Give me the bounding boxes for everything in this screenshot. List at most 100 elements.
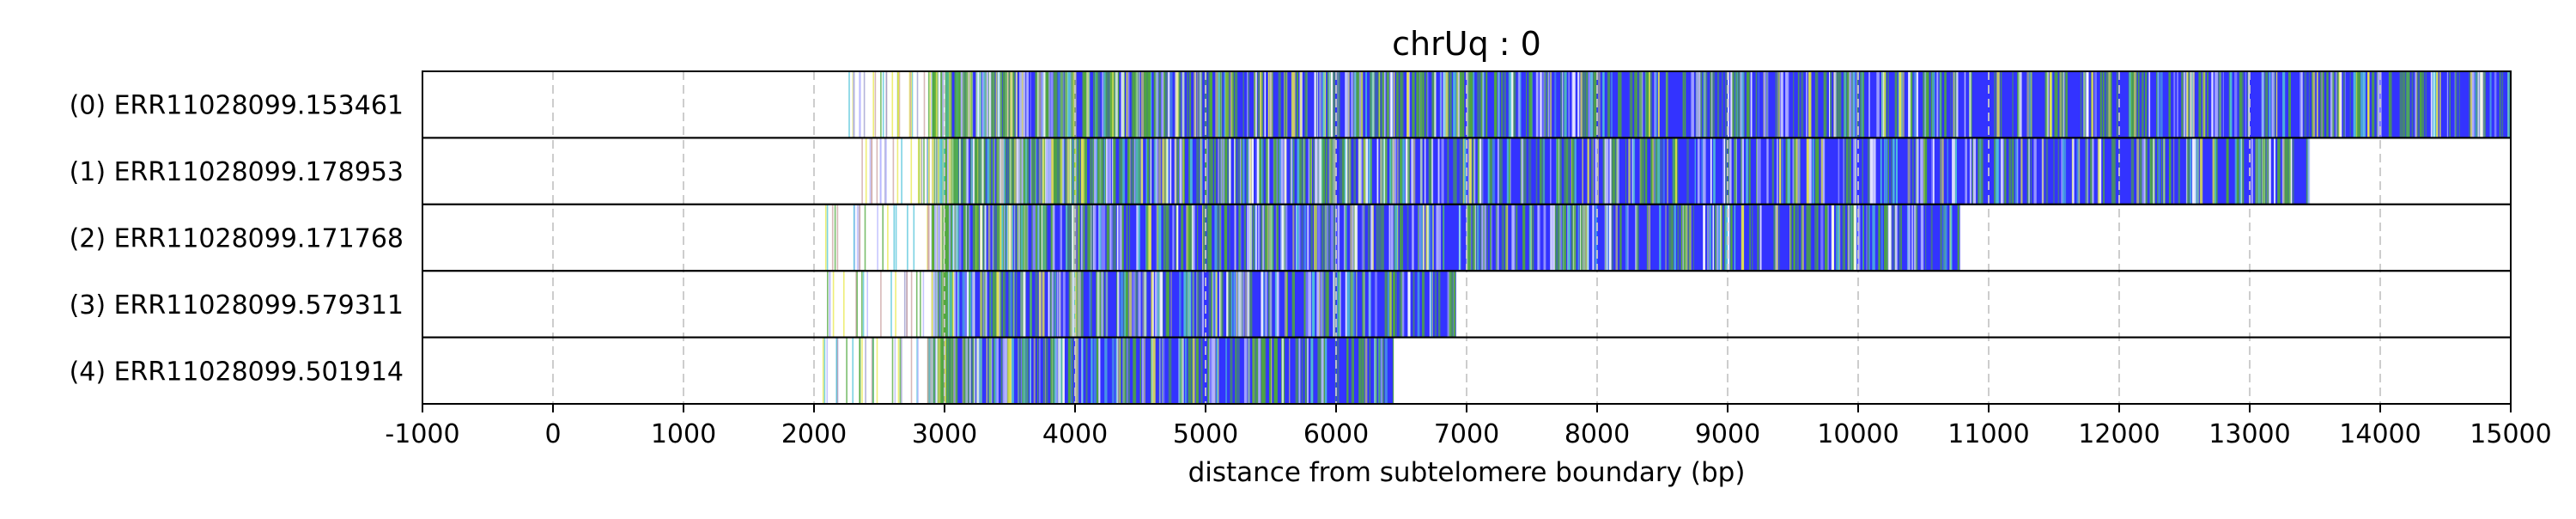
read-streak [2186,71,2189,138]
read-streak [1508,71,1512,138]
read-streak [1411,204,1414,272]
read-streak [2322,71,2324,138]
read-streak [1001,204,1003,272]
read-streak [1107,71,1110,138]
read-streak [1360,337,1362,404]
read-streak [1606,204,1609,272]
read-streak [1326,271,1329,338]
read-streak [2000,137,2003,205]
sparse-mark [909,71,912,138]
read-streak [953,337,955,404]
read-streak [1787,137,1790,205]
read-streak [1298,204,1301,272]
read-streak [1696,71,1699,138]
read-streak [1261,271,1263,338]
read-streak [2483,71,2486,138]
read-streak [1235,137,1236,205]
read-streak [1027,337,1029,404]
read-streak [1884,137,1886,205]
read-streak [1090,137,1091,205]
sparse-mark [871,337,873,404]
read-streak [997,204,1000,272]
read-streak [2454,71,2458,138]
read-streak [1018,71,1022,138]
read-streak [1042,204,1043,272]
read-streak [1890,137,1893,205]
read-streak [1035,204,1038,272]
read-streak [1552,204,1556,272]
read-streak [1117,337,1121,404]
sparse-mark [882,204,884,272]
read-streak [1215,271,1218,338]
read-streak [1827,204,1829,272]
read-streak [1303,204,1307,272]
read-streak [1181,204,1184,272]
read-streak [948,204,951,272]
read-streak [1694,137,1696,205]
read-streak [1703,204,1705,272]
read-streak [1386,71,1389,138]
read-streak [2076,137,2080,205]
read-streak [1667,137,1668,205]
read-streak [1262,271,1265,338]
read-streak [2092,137,2094,205]
read-streak [1101,137,1104,205]
read-streak [1249,137,1252,205]
read-streak [1704,71,1708,138]
read-streak [1041,204,1043,272]
read-streak [1015,71,1017,138]
read-label-2: (2) ERR11028099.171768 [70,224,404,254]
read-streak [971,337,975,404]
read-streak [1899,71,1902,138]
read-streak [1771,137,1774,205]
read-streak [1980,137,1984,205]
read-streak [1838,71,1842,138]
read-streak [1154,271,1157,338]
read-streak [2326,71,2329,138]
read-streak [1301,204,1303,272]
read-streak [1289,337,1291,404]
read-streak [1024,337,1027,404]
read-streak [1645,71,1649,138]
read-streak [966,137,969,205]
read-streak [1838,204,1841,272]
read-streak [1144,71,1147,138]
read-streak [1555,204,1558,272]
read-streak [1042,137,1045,205]
read-streak [969,271,970,338]
read-streak [1262,337,1266,404]
sparse-mark [880,137,882,205]
read-streak [955,204,957,272]
read-streak [998,271,1001,338]
read-streak [973,337,976,404]
read-streak [1168,337,1172,404]
read-streak [1655,71,1658,138]
read-streak [2362,71,2366,138]
read-streak [2051,71,2053,138]
read-streak [1461,71,1463,138]
sparse-mark [915,271,918,338]
read-streak [2186,137,2190,205]
read-streak [1881,71,1883,138]
read-streak [2211,71,2214,138]
sparse-mark [927,71,930,138]
sparse-mark [922,271,925,338]
read-streak [2156,71,2158,138]
read-streak [1469,71,1473,138]
read-streak [1192,337,1195,404]
read-streak [1724,71,1728,138]
read-streak [2230,71,2233,138]
read-streak [1429,137,1431,205]
read-streak [1128,204,1131,272]
read-streak [1048,137,1052,205]
read-streak [1128,337,1130,404]
read-streak [1449,271,1451,338]
read-streak [1039,204,1042,272]
read-streak [1067,71,1071,138]
read-streak [1012,204,1013,272]
read-streak [2157,137,2160,205]
read-streak [2016,137,2019,205]
read-streak [1255,337,1259,404]
read-streak [1565,137,1568,205]
read-streak [1277,137,1279,205]
